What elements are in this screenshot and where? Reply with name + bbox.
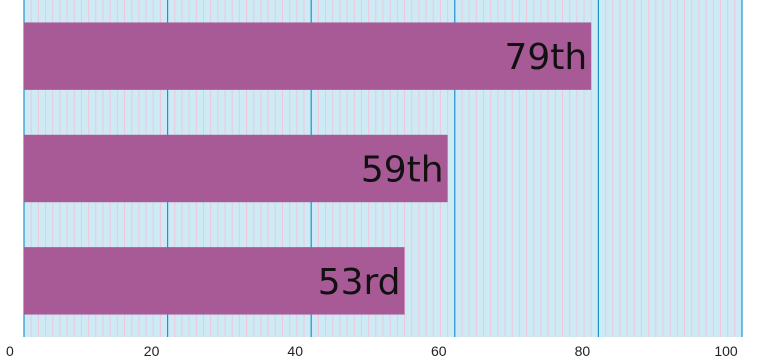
- bar: [24, 134, 448, 203]
- x-tick-label: 100: [714, 343, 738, 359]
- x-axis-tick-labels: 0 20 40 60 80 100: [6, 343, 738, 359]
- x-tick-label: 0: [6, 343, 14, 359]
- x-tick-label: 80: [575, 343, 591, 359]
- x-tick-label: 20: [144, 343, 160, 359]
- bar-data-label: 79th: [504, 37, 587, 78]
- bars: [24, 22, 592, 315]
- x-tick-label: 60: [431, 343, 447, 359]
- x-tick-label: 40: [287, 343, 303, 359]
- bar-labels: 79th 59th 53rd: [318, 37, 588, 303]
- bar-data-label: 59th: [361, 150, 444, 191]
- bar: [24, 22, 592, 90]
- bar: [24, 247, 405, 315]
- bar-data-label: 53rd: [318, 262, 401, 303]
